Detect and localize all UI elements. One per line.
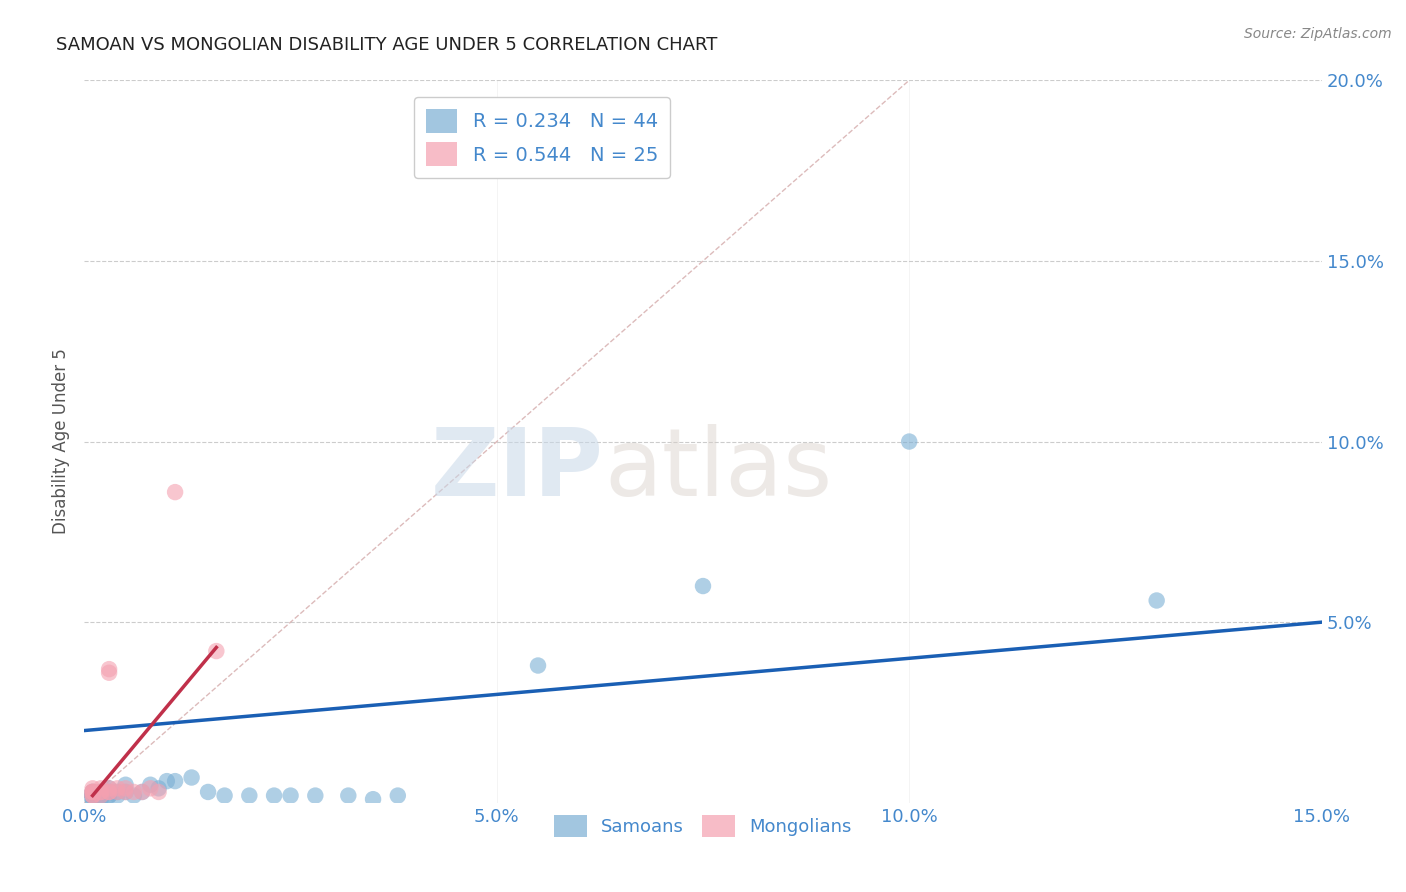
Point [98, 665, 121, 680]
Point [114, 778, 136, 792]
Point [82, 789, 104, 803]
Point [82, 785, 104, 799]
Point [156, 774, 179, 789]
Point [114, 781, 136, 796]
Point [82, 785, 104, 799]
Text: atlas: atlas [605, 425, 832, 516]
Point [82, 792, 104, 806]
Point [90, 789, 112, 803]
Point [90, 785, 112, 799]
Point [214, 789, 236, 803]
Legend: Samoans, Mongolians: Samoans, Mongolians [547, 808, 859, 845]
Point [90, 785, 112, 799]
Point [280, 789, 302, 803]
Point [82, 781, 104, 796]
Point [337, 789, 360, 803]
Point [205, 644, 228, 658]
Point [131, 785, 153, 799]
Point [82, 789, 104, 803]
Point [105, 785, 128, 799]
Point [98, 781, 121, 796]
Text: ZIP: ZIP [432, 425, 605, 516]
Point [82, 792, 104, 806]
Point [361, 792, 384, 806]
Point [90, 789, 112, 803]
Point [98, 789, 121, 803]
Point [1146, 593, 1168, 607]
Point [898, 434, 921, 449]
Point [98, 662, 121, 676]
Point [139, 778, 162, 792]
Point [90, 789, 112, 803]
Point [105, 781, 128, 796]
Point [131, 785, 153, 799]
Point [165, 774, 187, 789]
Point [114, 785, 136, 799]
Point [238, 789, 260, 803]
Point [90, 789, 112, 803]
Point [122, 789, 145, 803]
Point [98, 785, 121, 799]
Point [82, 785, 104, 799]
Point [304, 789, 326, 803]
Text: SAMOAN VS MONGOLIAN DISABILITY AGE UNDER 5 CORRELATION CHART: SAMOAN VS MONGOLIAN DISABILITY AGE UNDER… [56, 36, 717, 54]
Point [98, 785, 121, 799]
Point [82, 789, 104, 803]
Point [165, 485, 187, 500]
Point [105, 789, 128, 803]
Point [105, 785, 128, 799]
Point [98, 785, 121, 799]
Point [98, 785, 121, 799]
Point [98, 789, 121, 803]
Point [692, 579, 714, 593]
Point [180, 771, 202, 785]
Point [82, 789, 104, 803]
Point [148, 785, 170, 799]
Point [122, 785, 145, 799]
Point [387, 789, 409, 803]
Point [139, 781, 162, 796]
Point [90, 792, 112, 806]
Point [82, 789, 104, 803]
Text: Source: ZipAtlas.com: Source: ZipAtlas.com [1244, 27, 1392, 41]
Point [82, 785, 104, 799]
Point [90, 785, 112, 799]
Point [82, 789, 104, 803]
Point [98, 781, 121, 796]
Point [197, 785, 219, 799]
Point [90, 785, 112, 799]
Point [90, 781, 112, 796]
Point [114, 785, 136, 799]
Point [82, 785, 104, 799]
Point [527, 658, 550, 673]
Point [82, 789, 104, 803]
Point [148, 781, 170, 796]
Y-axis label: Disability Age Under 5: Disability Age Under 5 [52, 349, 70, 534]
Point [263, 789, 285, 803]
